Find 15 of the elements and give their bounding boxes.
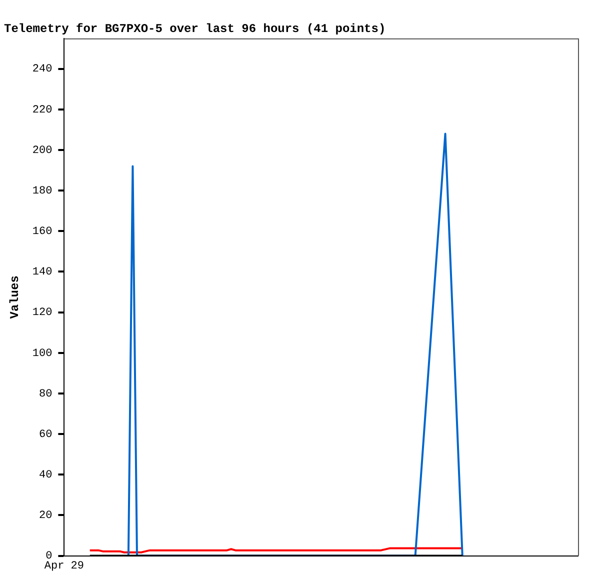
y-tick-label: 120 xyxy=(32,307,52,320)
y-tick-label: 40 xyxy=(39,470,52,482)
chart-title: Telemetry for BG7PXO-5 over last 96 hours (41 points) xyxy=(4,22,386,36)
y-tick-label: 220 xyxy=(32,104,52,116)
x-tick-label: Apr 29 xyxy=(44,560,84,572)
y-tick-label: 60 xyxy=(39,428,52,441)
y-tick-label: 100 xyxy=(32,348,52,360)
y-tick-label: 140 xyxy=(32,266,52,279)
y-tick-label: 160 xyxy=(32,226,52,238)
y-tick-label: 20 xyxy=(39,510,52,522)
y-tick-label: 180 xyxy=(32,185,52,198)
y-tick-label: 80 xyxy=(39,388,52,400)
y-axis-title: Values xyxy=(8,275,22,319)
y-tick-label: 240 xyxy=(32,64,52,76)
y-tick-label: 200 xyxy=(32,144,52,157)
